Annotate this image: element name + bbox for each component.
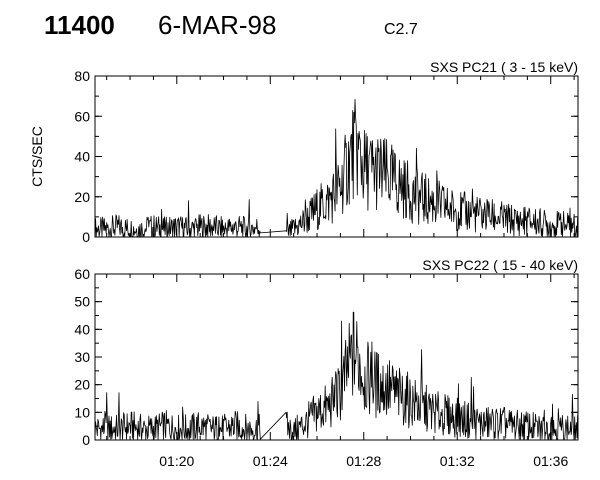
y-tick-label: 60	[74, 108, 90, 124]
y-tick-label: 0	[82, 432, 90, 448]
x-tick-label: 01:28	[346, 453, 381, 469]
x-tick-label: 01:36	[533, 453, 568, 469]
y-tick-label: 20	[74, 189, 90, 205]
y-tick-label: 40	[74, 321, 90, 337]
flare-class: C2.7	[384, 21, 418, 38]
y-tick-label: 40	[74, 149, 90, 165]
y-tick-label: 50	[74, 294, 90, 310]
event-id: 11400	[44, 10, 115, 40]
x-tick-label: 01:20	[159, 453, 194, 469]
x-tick-label: 01:24	[253, 453, 288, 469]
plot-frame	[94, 273, 579, 441]
panel-pc21: 0 20 40 60 80 SXS PC21 ( 3 - 15 keV) CTS/SEC	[29, 59, 579, 245]
y-tick-label: 60	[74, 266, 90, 282]
y-tick-label: 30	[74, 349, 90, 365]
light-curve-line	[94, 99, 578, 237]
y-tick-label: 80	[74, 68, 90, 84]
y-tick-label: 10	[74, 404, 90, 420]
y-tick-label: 20	[74, 377, 90, 393]
light-curve-line	[94, 311, 578, 440]
panel-title: SXS PC21 ( 3 - 15 keV)	[430, 59, 578, 75]
y-axis-label: CTS/SEC	[29, 126, 45, 187]
x-tick-label: 01:32	[440, 453, 475, 469]
panel-pc22: 0 10 20 30 40 50 60 01:20 01:24 01:28 01:32 01:36 SX…	[74, 257, 579, 469]
y-tick-label: 0	[82, 229, 90, 245]
event-date: 6-MAR-98	[158, 10, 277, 40]
panel-title: SXS PC22 ( 15 - 40 keV)	[422, 257, 578, 273]
